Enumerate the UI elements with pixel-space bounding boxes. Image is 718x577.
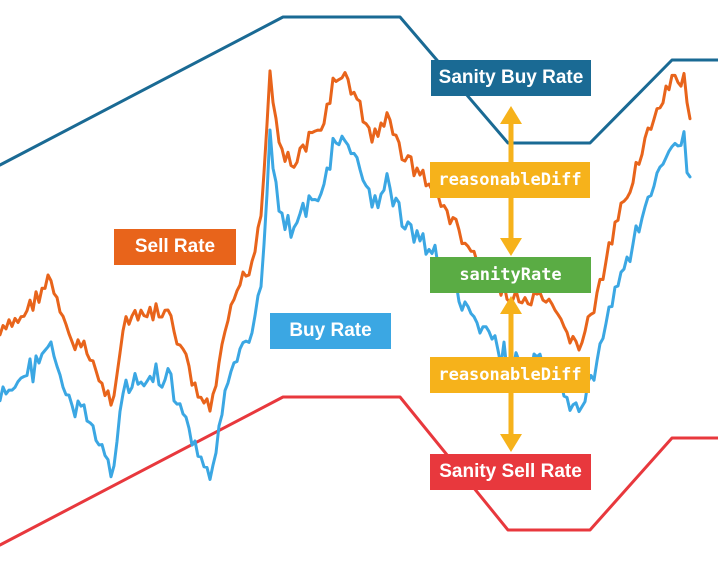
sanity-buy-rate-line (0, 15, 718, 167)
sanity-buy-rate-label: Sanity Buy Rate (431, 60, 591, 96)
reasonable-diff-bottom-label: reasonableDiff (430, 357, 590, 393)
sanity-rate-label: sanityRate (430, 257, 591, 293)
sell-rate-line (0, 69, 692, 413)
sanity-sell-rate-label: Sanity Sell Rate (430, 454, 591, 490)
sell-rate-label: Sell Rate (114, 229, 236, 265)
reasonable-diff-top-label: reasonableDiff (430, 162, 590, 198)
sanity-sell-rate-line (0, 395, 718, 547)
buy-rate-label: Buy Rate (270, 313, 391, 349)
rate-lines (0, 15, 718, 547)
buy-rate-line (0, 128, 692, 481)
